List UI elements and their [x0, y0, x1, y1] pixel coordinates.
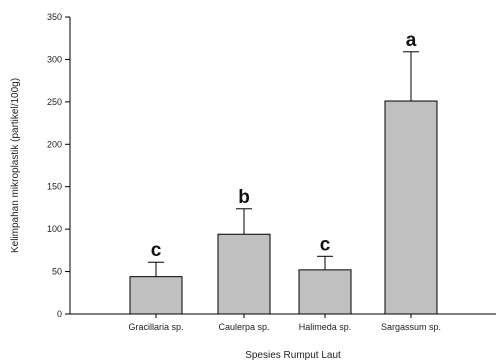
x-category-label: Sargassum sp.	[381, 322, 441, 332]
significance-letter: b	[238, 187, 250, 208]
y-tick-label: 150	[47, 182, 62, 192]
y-tick-label: 0	[57, 309, 62, 319]
bar	[384, 100, 438, 315]
error-bars	[148, 51, 419, 277]
y-axis-title: Kelimpahan mikroplastik (partikel/100g)	[10, 78, 21, 253]
bar	[129, 276, 183, 315]
bars	[129, 100, 438, 315]
y-tick-label: 50	[52, 267, 62, 277]
y-tick-label: 100	[47, 224, 62, 234]
x-axis-labels: Gracillaria sp. Caulerpa sp. Halimeda sp. S…	[128, 314, 441, 332]
y-axis-ticks: 0 50 100 150 200 250 300 350	[47, 12, 70, 319]
significance-letter: c	[151, 240, 162, 261]
significance-letter: c	[320, 234, 331, 255]
x-category-label: Gracillaria sp.	[128, 322, 183, 332]
significance-letter: a	[406, 30, 417, 51]
x-axis-title: Spesies Rumput Laut	[245, 350, 341, 361]
y-tick-label: 350	[47, 12, 62, 22]
bar	[298, 269, 352, 315]
significance-letters: c b c a	[151, 30, 417, 261]
x-category-label: Halimeda sp.	[299, 322, 352, 332]
y-tick-label: 250	[47, 97, 62, 107]
y-tick-label: 200	[47, 139, 62, 149]
x-category-label: Caulerpa sp.	[218, 322, 269, 332]
bar	[217, 233, 271, 315]
y-tick-label: 300	[47, 54, 62, 64]
